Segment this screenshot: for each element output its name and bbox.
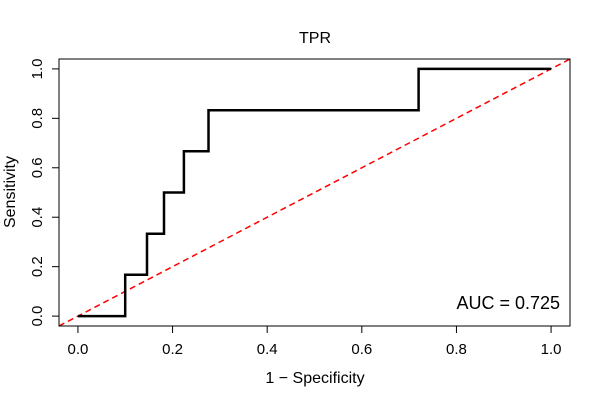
y-tick-label: 0.4: [29, 207, 46, 228]
y-tick-label: 0.2: [29, 256, 46, 277]
y-tick-label: 0.6: [29, 157, 46, 178]
x-tick-label: 0.2: [162, 341, 183, 358]
x-tick-label: 0.8: [446, 341, 467, 358]
y-tick-label: 0.8: [29, 108, 46, 129]
y-tick-label: 0.0: [29, 306, 46, 327]
x-axis-title: 1 − Specificity: [265, 370, 364, 387]
y-axis: 0.0 0.2 0.4 0.6 0.8 1.0: [29, 58, 60, 327]
chart-title: TPR: [299, 30, 331, 47]
auc-annotation: AUC = 0.725: [456, 293, 560, 313]
diagonal-reference-line: [58, 58, 571, 327]
x-tick-label: 1.0: [541, 341, 562, 358]
y-axis-title: Sensitivity: [2, 156, 19, 228]
x-tick-label: 0.0: [67, 341, 88, 358]
y-tick-label: 1.0: [29, 58, 46, 79]
x-axis: 0.0 0.2 0.4 0.6 0.8 1.0: [67, 325, 562, 358]
roc-curve-line: [77, 67, 552, 318]
x-tick-label: 0.6: [351, 341, 372, 358]
x-tick-label: 0.4: [257, 341, 278, 358]
